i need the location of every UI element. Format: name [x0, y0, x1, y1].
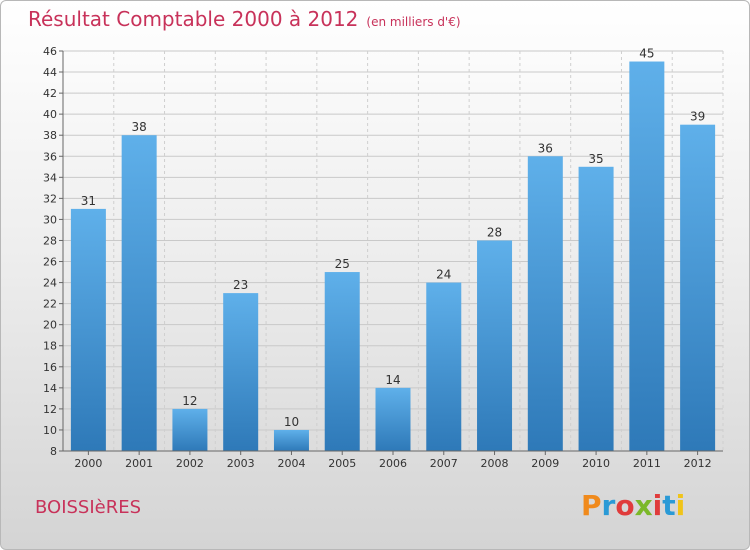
y-tick-label: 14 [43, 382, 57, 395]
x-tick-label: 2003 [227, 457, 255, 470]
x-tick-label: 2000 [74, 457, 102, 470]
y-tick-label: 36 [43, 150, 57, 163]
x-tick-label: 2004 [277, 457, 305, 470]
x-tick-label: 2010 [582, 457, 610, 470]
value-label: 24 [436, 268, 451, 282]
y-tick-label: 12 [43, 403, 57, 416]
y-tick-label: 20 [43, 319, 57, 332]
x-tick-label: 2009 [531, 457, 559, 470]
logo-letter: i [675, 489, 686, 522]
value-label: 28 [487, 225, 502, 239]
value-label: 14 [385, 373, 400, 387]
y-tick-label: 34 [43, 171, 57, 184]
bar-2012 [680, 124, 716, 452]
bar-2003 [223, 293, 259, 451]
bar-2009 [527, 156, 563, 451]
y-tick-label: 10 [43, 424, 57, 437]
y-tick-label: 28 [43, 234, 57, 247]
x-tick-label: 2002 [176, 457, 204, 470]
bar-2007 [426, 282, 462, 451]
value-label: 31 [81, 194, 96, 208]
unit-label: (en milliers d'€) [366, 15, 461, 29]
x-tick-label: 2006 [379, 457, 407, 470]
y-tick-label: 26 [43, 256, 57, 269]
y-tick-label: 16 [43, 361, 57, 374]
value-label: 10 [284, 415, 299, 429]
bar-2001 [121, 135, 157, 452]
y-tick-label: 42 [43, 87, 57, 100]
logo-letter: P [581, 489, 602, 522]
y-tick-label: 46 [43, 45, 57, 58]
value-label: 36 [538, 141, 553, 155]
bar-2011 [629, 61, 665, 452]
bar-2006 [375, 387, 411, 451]
y-tick-label: 32 [43, 192, 57, 205]
value-label: 25 [335, 257, 350, 271]
value-label: 45 [639, 47, 654, 61]
x-tick-label: 2001 [125, 457, 153, 470]
bar-2005 [324, 272, 360, 451]
y-tick-label: 44 [43, 66, 57, 79]
x-tick-label: 2011 [633, 457, 661, 470]
title-text: Résultat Comptable 2000 à 2012 [28, 7, 359, 31]
bar-2000 [70, 208, 106, 451]
logo-letter: x [634, 489, 653, 522]
x-tick-label: 2007 [430, 457, 458, 470]
x-tick-label: 2008 [481, 457, 509, 470]
commune-name: BOISSIèRES [35, 497, 142, 518]
proxiti-logo: Proxiti [581, 489, 685, 522]
value-label: 39 [690, 110, 705, 124]
bar-2008 [477, 240, 513, 451]
logo-letter: i [652, 489, 663, 522]
bars: 31 38 12 23 10 25 14 24 28 36 35 45 39 [70, 47, 716, 452]
logo-letter: t [662, 489, 676, 522]
axes: 8 10 12 14 16 18 20 22 24 26 28 30 32 34 36 38 40 42 44 46 2… [43, 45, 723, 470]
y-tick-label: 40 [43, 108, 57, 121]
y-tick-label: 18 [43, 340, 57, 353]
bar-2010 [578, 166, 614, 451]
bar-2004 [273, 429, 309, 451]
value-label: 12 [182, 394, 197, 408]
logo-letter: o [615, 489, 635, 522]
y-tick-label: 38 [43, 129, 57, 142]
logo-letter: r [601, 489, 616, 522]
y-tick-label: 30 [43, 213, 57, 226]
y-tick-label: 8 [50, 445, 57, 458]
value-label: 38 [132, 120, 147, 134]
value-label: 35 [588, 152, 603, 166]
chart-title: Résultat Comptable 2000 à 2012 (en millie… [28, 7, 461, 31]
y-tick-label: 22 [43, 298, 57, 311]
x-tick-label: 2005 [328, 457, 356, 470]
x-tick-label: 2012 [684, 457, 712, 470]
value-label: 23 [233, 278, 248, 292]
bar-2002 [172, 408, 208, 451]
y-tick-label: 24 [43, 277, 57, 290]
